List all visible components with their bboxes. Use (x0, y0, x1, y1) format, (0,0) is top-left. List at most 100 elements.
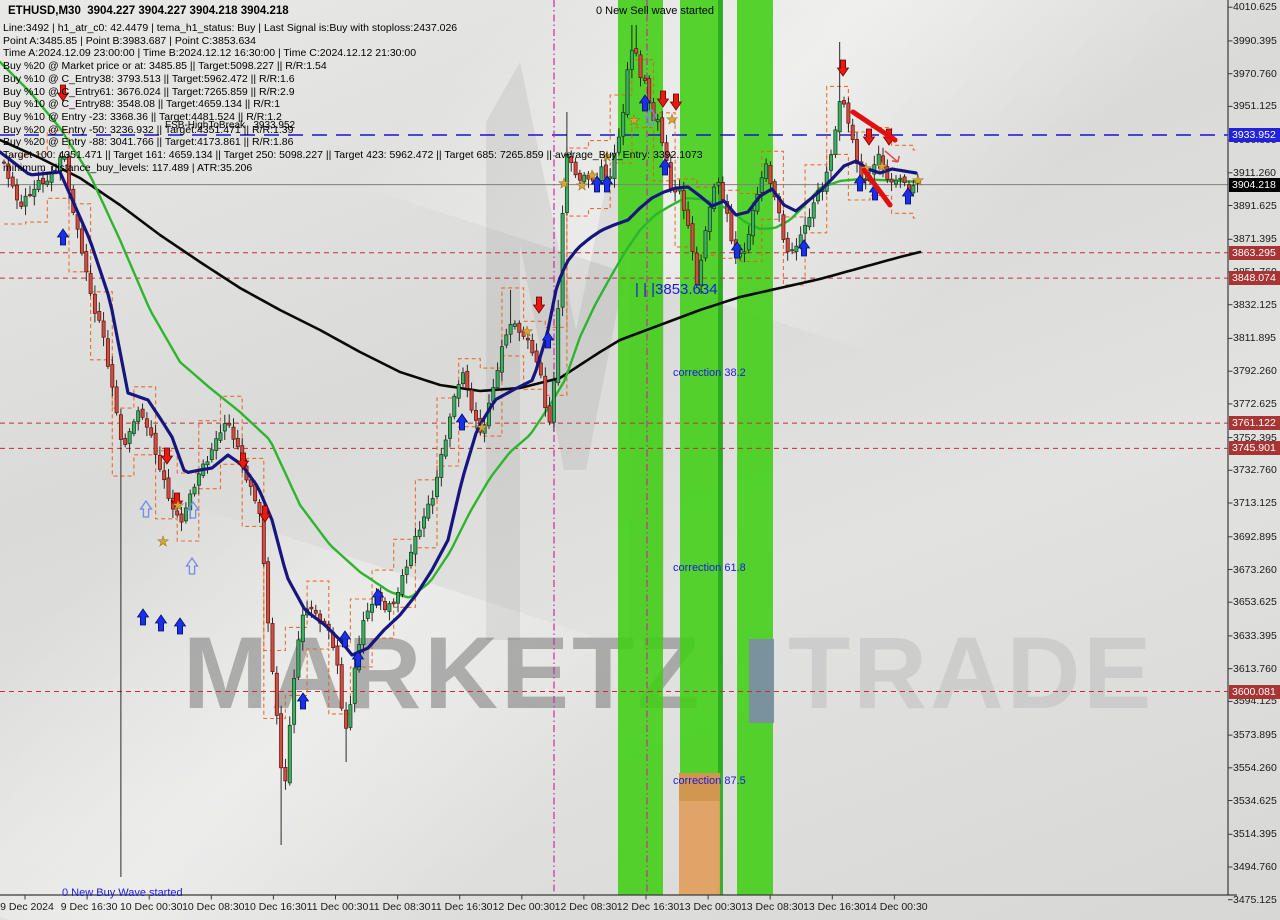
price-tick-label: 3573.895 (1233, 729, 1277, 742)
trend-break-stroke (850, 109, 898, 143)
candle-body (49, 172, 54, 183)
buy-arrow-icon[interactable] (338, 630, 352, 648)
zone-band (679, 773, 720, 801)
pending-arrow-icon[interactable] (644, 107, 658, 126)
sell-arrow-icon[interactable] (56, 84, 70, 102)
candle-body (846, 102, 851, 124)
price-level-badge: 3600.081 (1229, 684, 1280, 699)
entry-star-icon[interactable]: ★ (576, 177, 589, 193)
candle-body (387, 603, 392, 612)
price-level-badge: 3745.901 (1229, 441, 1280, 456)
buy-arrow-icon[interactable] (136, 608, 150, 626)
sell-arrow-icon[interactable] (258, 505, 272, 523)
candle-body (391, 601, 396, 605)
candle-body (898, 177, 903, 180)
sell-arrow-icon[interactable] (862, 128, 876, 146)
entry-star-icon[interactable]: ★ (521, 323, 534, 339)
candle-body (36, 179, 41, 191)
sell-arrow-icon[interactable] (236, 452, 250, 470)
candle-body (157, 454, 162, 470)
entry-star-icon[interactable]: ★ (876, 158, 889, 174)
candle-body (582, 174, 587, 183)
price-tick-label: 4010.625 (1233, 1, 1277, 14)
candle-body (296, 639, 301, 678)
sell-arrow-icon[interactable] (532, 296, 546, 314)
sell-arrow-icon[interactable] (669, 93, 683, 111)
candle-body (149, 427, 154, 436)
price-tick-label: 3732.760 (1233, 464, 1277, 477)
sell-arrow-icon[interactable] (170, 492, 184, 510)
price-tick-label: 3951.125 (1233, 100, 1277, 113)
candle-body (439, 453, 444, 478)
entry-star-icon[interactable]: ★ (476, 419, 489, 435)
buy-arrow-icon[interactable] (541, 331, 555, 349)
price-tick-label: 3713.125 (1233, 497, 1277, 509)
entry-star-icon[interactable]: ★ (628, 112, 641, 128)
buy-arrow-icon[interactable] (853, 174, 867, 192)
candle-body (400, 575, 405, 595)
sell-arrow-icon[interactable] (160, 447, 174, 465)
sell-arrow-icon[interactable] (836, 59, 850, 77)
candle-body (504, 334, 509, 346)
candle-body (175, 510, 180, 516)
ma-slow-black (0, 138, 922, 393)
entry-star-icon[interactable]: ★ (601, 148, 614, 164)
candle-body (448, 416, 452, 439)
candle-body (140, 408, 145, 418)
candle-body (352, 667, 357, 704)
pending-arrow-icon[interactable] (139, 499, 153, 518)
buy-arrow-icon[interactable] (455, 413, 469, 431)
buy-arrow-icon[interactable] (56, 228, 70, 246)
buy-arrow-icon[interactable] (638, 94, 652, 112)
candle-body (647, 78, 652, 102)
entry-star-icon[interactable]: ★ (558, 175, 571, 191)
entry-star-icon[interactable]: ★ (172, 497, 185, 513)
candle-body (10, 176, 15, 187)
candle-body (6, 163, 11, 179)
candle-body (829, 154, 833, 171)
entry-star-icon[interactable]: ★ (586, 167, 599, 183)
candle-body (309, 606, 314, 610)
pending-arrow-icon[interactable] (185, 556, 199, 575)
pending-arrow-icon[interactable] (186, 500, 200, 519)
buy-arrow-icon[interactable] (154, 614, 168, 632)
ma-fast-navy (0, 150, 918, 657)
candle-body (435, 476, 439, 497)
sell-arrow-icon[interactable] (656, 90, 670, 108)
buy-arrow-icon[interactable] (351, 650, 365, 668)
candle-body (621, 112, 626, 137)
candle-body (101, 320, 106, 338)
entry-star-icon[interactable]: ★ (666, 111, 679, 127)
buy-arrow-icon[interactable] (901, 187, 915, 205)
buy-arrow-icon[interactable] (371, 588, 385, 606)
candle-body (214, 438, 219, 451)
candle-body (270, 623, 275, 672)
entry-star-icon[interactable]: ★ (912, 172, 925, 188)
buy-arrow-icon[interactable] (730, 241, 744, 259)
candle-body (365, 610, 370, 619)
buy-arrow-icon[interactable] (296, 692, 310, 710)
correction-label: correction 61.8 (673, 562, 746, 574)
candle-body (573, 161, 578, 176)
candle-body (525, 337, 530, 341)
candle-body (915, 179, 920, 184)
candle-body (452, 395, 457, 417)
buy-arrow-icon[interactable] (600, 175, 614, 193)
entry-star-icon[interactable]: ★ (157, 533, 170, 549)
candle-body (512, 323, 517, 327)
candle-body (279, 713, 284, 769)
buy-arrow-icon[interactable] (797, 239, 811, 257)
candle-body (482, 424, 487, 434)
candle-body (746, 233, 751, 251)
candle-body (716, 182, 721, 186)
candle-body (564, 153, 569, 213)
point-c-label: | | |3853.634 (635, 281, 718, 298)
candle-body (413, 535, 418, 555)
buy-arrow-icon[interactable] (173, 617, 187, 635)
signal-info-line: Point A:3485.85 | Point B:3983.687 | Poi… (3, 34, 256, 47)
price-tick-label: 3653.625 (1233, 596, 1277, 609)
candle-body (231, 426, 236, 440)
buy-arrow-icon[interactable] (658, 158, 672, 176)
